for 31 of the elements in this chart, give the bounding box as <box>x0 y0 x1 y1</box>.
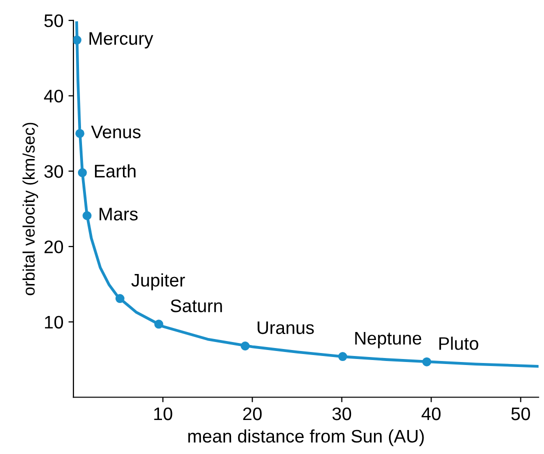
x-axis-title: mean distance from Sun (AU) <box>188 429 424 446</box>
annotation: Saturn <box>170 299 222 312</box>
annotation: Earth <box>94 164 136 178</box>
point <box>75 128 84 138</box>
annotation: Venus <box>91 126 141 138</box>
annotation: Mercury <box>90 32 154 48</box>
x-tick-label: 40 <box>422 407 441 420</box>
line-series <box>75 21 539 368</box>
x-tick-label: 20 <box>243 407 262 420</box>
y-tick-label: 40 <box>44 90 64 103</box>
point <box>78 168 87 178</box>
annotation: Mars <box>100 208 138 220</box>
x-tick-label: 30 <box>332 407 352 420</box>
point <box>115 294 124 304</box>
point <box>422 357 432 366</box>
y-axis-title: orbital velocity (km/sec) <box>22 122 38 296</box>
annotation: Uranus <box>258 322 314 334</box>
annotation: Pluto <box>439 336 478 350</box>
y-tick-label: 30 <box>44 165 64 178</box>
x-tick-label: 10 <box>154 407 172 420</box>
y-tick-label: 10 <box>45 316 64 329</box>
y-tick-label: 50 <box>44 14 64 28</box>
point <box>240 342 250 350</box>
point <box>73 36 82 45</box>
point <box>82 211 92 220</box>
point <box>154 320 164 329</box>
annotation: Jupiter <box>131 273 185 290</box>
x-tick-label: 50 <box>511 407 530 420</box>
annotation: Neptune <box>355 332 422 348</box>
point <box>338 352 348 362</box>
y-tick-label: 20 <box>44 240 64 254</box>
